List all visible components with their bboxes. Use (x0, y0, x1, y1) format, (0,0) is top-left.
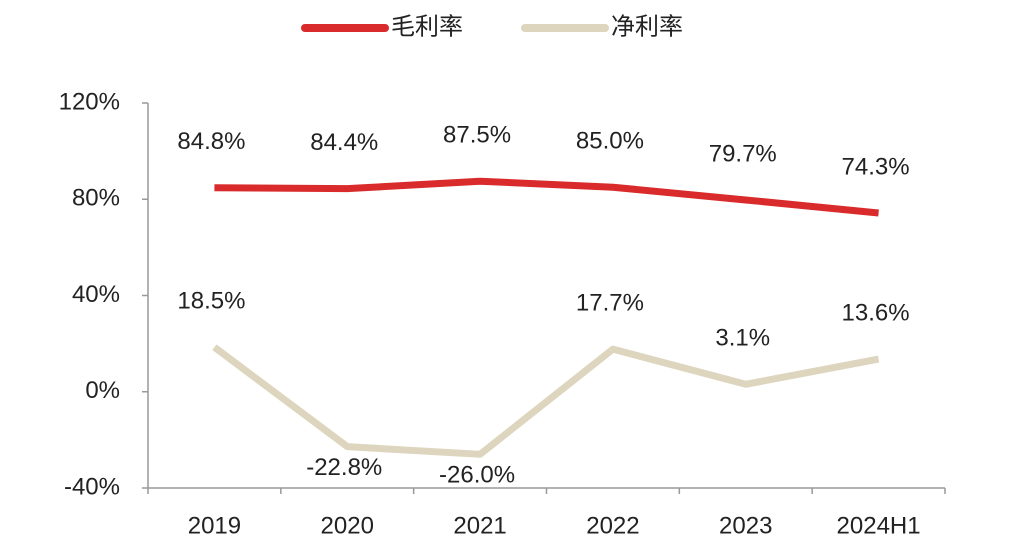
data-label: 18.5% (177, 288, 245, 315)
y-tick-label: 40% (72, 281, 120, 308)
x-tick-label: 2019 (188, 512, 241, 539)
x-tick-label: 2021 (453, 512, 506, 539)
data-label: 74.3% (842, 153, 910, 180)
y-tick-label: 120% (59, 88, 120, 115)
series-line (212, 344, 880, 458)
data-label: 17.7% (576, 290, 644, 317)
x-tick-label: 2022 (586, 512, 639, 539)
data-label: 13.6% (842, 299, 910, 326)
y-tick-label: -40% (64, 473, 120, 500)
data-label: 3.1% (715, 325, 770, 352)
x-tick-label: 2020 (321, 512, 374, 539)
data-label: -22.8% (306, 454, 382, 481)
series-line (214, 177, 879, 217)
legend-label: 毛利率 (391, 13, 463, 40)
data-label: 84.8% (177, 128, 245, 155)
data-label: 84.4% (310, 129, 378, 156)
data-label: 87.5% (443, 122, 511, 149)
x-tick-label: 2023 (719, 512, 772, 539)
data-label: 85.0% (576, 128, 644, 155)
y-tick-label: 80% (72, 185, 120, 212)
x-tick-label: 2024H1 (837, 512, 921, 539)
data-label: 79.7% (709, 140, 777, 167)
legend-label: 净利率 (611, 13, 683, 40)
data-label: -26.0% (439, 462, 515, 489)
y-tick-label: 0% (85, 377, 120, 404)
